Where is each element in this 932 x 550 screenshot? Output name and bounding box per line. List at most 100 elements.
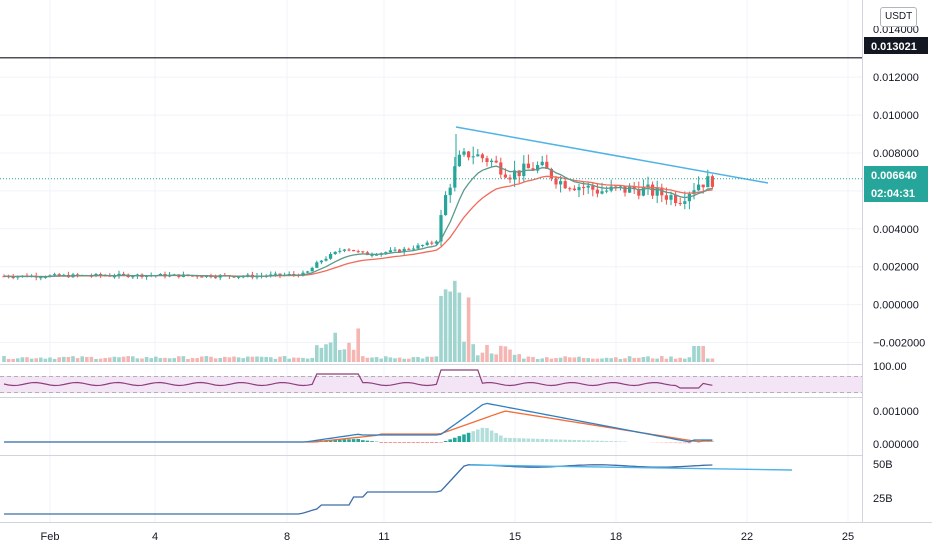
- volume-bar: [646, 356, 650, 362]
- volume-bar: [540, 358, 544, 362]
- volume-bar: [374, 357, 379, 362]
- countdown-timer: 02:04:31: [871, 188, 915, 200]
- volume-bar: [163, 357, 167, 362]
- volume-bar: [167, 358, 172, 362]
- volume-bar: [595, 358, 600, 362]
- volume-bar: [273, 358, 278, 362]
- currency-badge[interactable]: USDT: [880, 7, 918, 27]
- volume-bar: [347, 342, 351, 362]
- candle-body: [605, 190, 609, 192]
- volume-bar: [62, 356, 66, 362]
- candle-body: [200, 276, 204, 278]
- candle-body: [467, 151, 471, 158]
- candle-body: [646, 184, 650, 188]
- volume-bar: [324, 344, 328, 362]
- volume-bar: [315, 345, 319, 362]
- candle-body: [278, 273, 282, 276]
- volume-bar: [43, 358, 48, 362]
- last-price-value: 0.006640: [871, 170, 917, 182]
- candle-body: [582, 187, 586, 189]
- volume-bar: [269, 357, 273, 362]
- volume-bar: [687, 357, 692, 362]
- macd-hist-bar: [591, 440, 595, 442]
- macd-hist-bar: [489, 430, 494, 442]
- volume-bar: [29, 358, 34, 362]
- candle-body: [480, 154, 484, 159]
- candle-body: [526, 163, 530, 169]
- obv-trendline[interactable]: [469, 464, 793, 471]
- volume-bar: [195, 358, 199, 362]
- candle-body: [416, 245, 420, 249]
- time-tick: 4: [152, 531, 158, 543]
- macd-hist-bar: [614, 441, 618, 442]
- price-axis[interactable]: 0.012000 0.010000 0.008000 0.004000 0.002000…: [873, 72, 925, 349]
- candle-body: [457, 154, 461, 167]
- candle-body: [448, 187, 452, 196]
- volume-bar: [57, 357, 61, 362]
- volume-bar: [75, 358, 80, 362]
- macd-hist-bar: [503, 437, 508, 442]
- volume-bar: [80, 356, 84, 362]
- macd-tick-0: 0.000000: [873, 439, 919, 451]
- volume-bar: [692, 346, 696, 362]
- candle-body: [388, 250, 392, 253]
- candle-body: [490, 160, 494, 163]
- volume-bar: [112, 356, 117, 362]
- candle-body: [43, 276, 47, 278]
- pane-separators: [0, 0, 932, 523]
- macd-histogram: [305, 427, 715, 444]
- macd-hist-bar: [669, 442, 673, 443]
- candle-body: [398, 249, 402, 253]
- volume-bar: [126, 356, 130, 362]
- volume-bar: [379, 358, 383, 362]
- macd-hist-bar: [499, 435, 503, 442]
- macd-hist-bar: [494, 433, 498, 442]
- candle-body: [122, 273, 126, 275]
- macd-hist-bar: [549, 439, 554, 442]
- macd-hist-bar: [476, 429, 480, 442]
- macd-hist-bar: [379, 442, 383, 443]
- candle-body: [342, 249, 346, 251]
- rsi-band: [0, 376, 862, 393]
- candle-body: [434, 241, 438, 244]
- volume-bar: [517, 354, 521, 362]
- volume-bar: [673, 358, 678, 362]
- macd-hist-bar: [457, 436, 462, 442]
- volume-bars: [2, 280, 715, 362]
- macd-hist-bar: [540, 438, 544, 442]
- candle-body: [476, 154, 480, 157]
- volume-bar: [499, 345, 503, 362]
- candle-body: [697, 184, 701, 191]
- macd-hist-bar: [572, 439, 577, 442]
- macd-hist-bar: [365, 440, 370, 442]
- volume-bar: [292, 357, 296, 362]
- volume-bar: [384, 356, 388, 362]
- volume-bar: [223, 356, 227, 362]
- volume-bar: [678, 357, 682, 362]
- volume-bar: [683, 358, 687, 362]
- macd-hist-bar: [678, 442, 682, 444]
- volume-bar: [508, 349, 512, 362]
- trendline[interactable]: [455, 126, 769, 184]
- volume-bar: [319, 347, 324, 362]
- macd-line: [4, 402, 713, 443]
- macd-hist-bar: [351, 439, 356, 442]
- macd-hist-bar: [439, 442, 443, 443]
- price-tick: −0.002000: [873, 338, 925, 350]
- time-tick: 18: [610, 531, 622, 543]
- candle-body: [315, 262, 319, 268]
- volume-bar: [664, 358, 669, 362]
- macd-hist-bar: [554, 439, 558, 442]
- candle-body: [591, 185, 595, 190]
- volume-bar: [296, 357, 301, 362]
- candle-body: [503, 174, 507, 178]
- candle-body: [549, 168, 553, 179]
- volume-bar: [485, 344, 489, 362]
- volume-bar: [563, 356, 567, 362]
- candle-body: [444, 195, 448, 216]
- macd-hist-bar: [462, 434, 466, 442]
- volume-bar: [696, 346, 701, 362]
- time-axis[interactable]: Feb 4 8 11 15 18 22 25: [41, 531, 855, 543]
- time-tick: 8: [284, 531, 290, 543]
